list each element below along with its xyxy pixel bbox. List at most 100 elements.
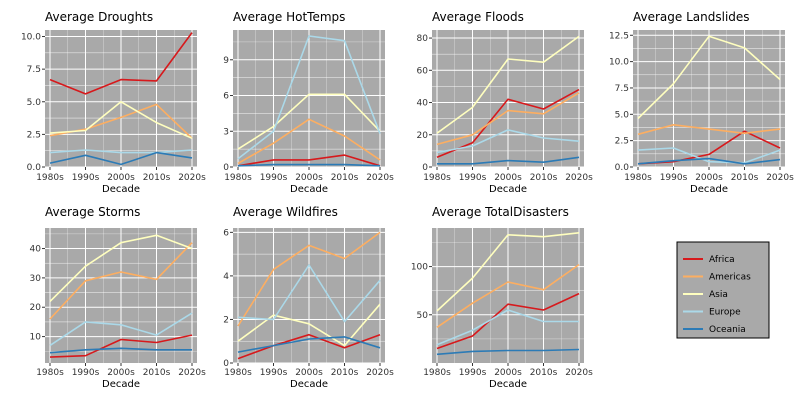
series-line-europe — [49, 312, 193, 347]
x-tick-label: 2000s — [295, 173, 323, 183]
x-axis-label: Decade — [290, 379, 328, 390]
y-tick-label: 2 — [223, 315, 229, 325]
x-tick-label: 2000s — [695, 173, 723, 183]
series-line-europe — [436, 129, 580, 154]
x-tick-label: 2020s — [565, 173, 593, 183]
x-tick-label: 2020s — [766, 173, 794, 183]
x-tick-label: 2000s — [107, 173, 135, 183]
series-line-asia — [237, 303, 381, 347]
y-tick-label: 12.5 — [609, 31, 629, 41]
series-line-oceania — [436, 348, 580, 356]
legend-label: Asia — [709, 290, 728, 300]
series-line-asia — [237, 93, 381, 150]
x-tick-label: 2010s — [530, 368, 558, 378]
series-line-asia — [637, 35, 781, 120]
y-tick-label: 0 — [422, 163, 428, 173]
y-tick-label: 40 — [30, 245, 42, 255]
series-line-asia — [49, 101, 193, 140]
y-tick-label: 80 — [417, 34, 429, 44]
y-tick-label: 50 — [417, 311, 429, 321]
x-tick-label: 2000s — [494, 173, 522, 183]
legend: Africa Americas Asia Europe Oceania — [676, 241, 770, 339]
chart-title: Average Floods — [432, 10, 524, 24]
x-axis-label: Decade — [102, 184, 140, 195]
y-tick-label: 0 — [223, 163, 229, 173]
y-tick-label: 6 — [223, 228, 229, 238]
y-tick-label: 9 — [223, 56, 229, 66]
x-axis-label: Decade — [102, 379, 140, 390]
series-line-asia — [436, 232, 580, 312]
y-tick-label: 10.0 — [21, 33, 41, 43]
x-tick-label: 1990s — [260, 368, 288, 378]
y-tick-label: 4 — [223, 272, 229, 282]
x-tick-label: 2010s — [731, 173, 759, 183]
x-tick-label: 1980s — [624, 173, 652, 183]
y-tick-label: 20 — [30, 303, 42, 313]
x-tick-label: 1990s — [660, 173, 688, 183]
x-tick-label: 2020s — [178, 173, 206, 183]
x-tick-label: 1980s — [224, 368, 252, 378]
y-tick-label: 0 — [223, 359, 229, 369]
y-tick-label: 7.5 — [615, 84, 629, 94]
y-tick-label: 60 — [417, 66, 429, 76]
y-tick-label: 30 — [30, 274, 42, 284]
y-tick-label: 100 — [411, 263, 428, 273]
y-tick-label: 40 — [417, 99, 429, 109]
series-line-europe — [436, 309, 579, 346]
series-line-oceania — [49, 151, 193, 166]
chart-title: Average TotalDisasters — [432, 205, 569, 219]
y-tick-label: 2.5 — [615, 137, 629, 147]
legend-label: Oceania — [709, 325, 746, 335]
chart-title: Average Wildfires — [233, 205, 338, 219]
x-tick-label: 1990s — [72, 173, 100, 183]
y-tick-label: 6 — [223, 92, 229, 102]
series-line-oceania — [637, 157, 781, 165]
series-line-europe — [237, 35, 381, 160]
y-tick-label: 0.0 — [27, 163, 42, 173]
y-tick-label: 7.5 — [27, 65, 41, 75]
x-tick-label: 1990s — [459, 173, 487, 183]
chart-title: Average Droughts — [45, 10, 153, 24]
y-tick-label: 20 — [417, 131, 429, 141]
series-line-africa — [49, 334, 193, 358]
series-line-americas — [436, 263, 580, 328]
x-tick-label: 2010s — [331, 173, 359, 183]
x-tick-label: 2020s — [178, 368, 206, 378]
chart-title: Average Storms — [45, 205, 140, 219]
series-line-americas — [637, 124, 781, 136]
chart-panel: Average Landslides 0.0 2.5 5.0 7.5 10.0 12.5 19… — [609, 10, 794, 195]
series-line-americas — [49, 242, 193, 320]
x-tick-label: 2000s — [494, 368, 522, 378]
x-tick-label: 2010s — [143, 368, 171, 378]
series-line-americas — [237, 118, 381, 165]
series-line-europe — [49, 149, 193, 154]
series-line-americas — [237, 231, 381, 327]
x-axis-label: Decade — [489, 184, 527, 195]
x-axis-label: Decade — [290, 184, 328, 195]
x-axis-label: Decade — [690, 184, 728, 195]
series-line-oceania — [49, 347, 192, 354]
series-line-asia — [49, 234, 193, 302]
x-tick-label: 1990s — [72, 368, 100, 378]
legend-label: Europe — [709, 308, 741, 318]
y-tick-label: 10.0 — [609, 58, 629, 68]
series-line-africa — [237, 333, 381, 360]
series-line-oceania — [437, 156, 580, 165]
chart-panel: Average Storms 10 20 30 40 1980s 1990s 2000s 201… — [30, 205, 207, 390]
y-tick-label: 5.0 — [27, 98, 42, 108]
x-tick-label: 2000s — [107, 368, 135, 378]
x-axis-label: Decade — [489, 379, 527, 390]
y-tick-label: 5.0 — [615, 110, 630, 120]
x-tick-label: 2020s — [565, 368, 593, 378]
chart-panel: Average Wildfires 0 2 4 6 1980s 1990s 2000s 2010… — [223, 205, 394, 390]
series-line-oceania — [237, 163, 381, 167]
legend-label: Americas — [709, 273, 751, 283]
x-tick-label: 2020s — [366, 173, 394, 183]
series-line-americas — [436, 92, 580, 146]
x-tick-label: 1980s — [423, 368, 451, 378]
x-tick-label: 1980s — [224, 173, 252, 183]
series-line-oceania — [237, 336, 381, 353]
y-tick-label: 10 — [30, 333, 42, 343]
chart-panel: Average Droughts 0.0 2.5 5.0 7.5 10.0 1980s 199… — [21, 10, 206, 195]
x-tick-label: 1980s — [423, 173, 451, 183]
